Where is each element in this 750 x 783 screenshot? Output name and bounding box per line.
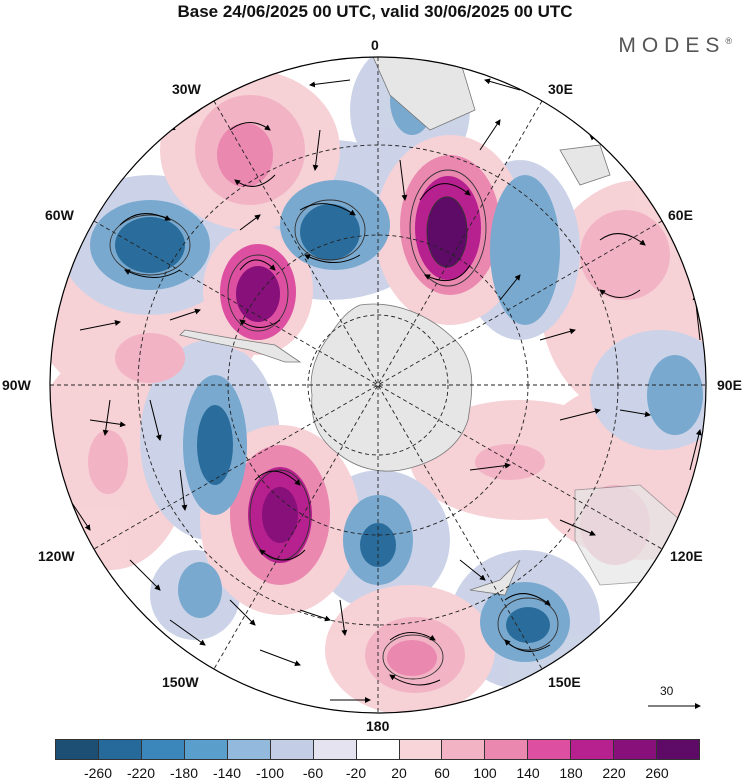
colorbar-tick-label: 180 — [559, 765, 583, 781]
lon-label-60w: 60W — [45, 207, 74, 223]
lon-label-30w: 30W — [172, 81, 201, 97]
colorbar-tick-label: -220 — [126, 765, 156, 781]
lon-label-120e: 120E — [670, 548, 703, 564]
colorbar-tick-label: -260 — [83, 765, 113, 781]
lon-label-60e: 60E — [668, 207, 693, 223]
colorbar-swatch — [270, 740, 314, 759]
colorbar — [55, 739, 700, 760]
lon-label-180: 180 — [366, 718, 390, 734]
colorbar-ticks: -260 -220 -180 -140 -100 -60 -20 20 60 100 140 180 2… — [0, 765, 750, 783]
colorbar-tick-label: 60 — [434, 765, 450, 781]
colorbar-tick-label: 20 — [391, 765, 407, 781]
colorbar-swatch — [184, 740, 228, 759]
colorbar-swatch — [399, 740, 443, 759]
colorbar-tick-label: -180 — [169, 765, 199, 781]
map-title: Base 24/06/2025 00 UTC, valid 30/06/2025… — [177, 2, 573, 21]
lon-label-150e: 150E — [548, 674, 581, 690]
lon-label-0: 0 — [371, 37, 379, 53]
field-layer — [50, 57, 706, 713]
lon-label-90e: 90E — [717, 377, 742, 393]
colorbar-swatch — [657, 740, 700, 759]
colorbar-tick-label: 100 — [473, 765, 497, 781]
registered-mark: ® — [725, 36, 732, 46]
colorbar-swatch — [614, 740, 658, 759]
colorbar-swatch — [56, 740, 99, 759]
south-africa-tip — [559, 144, 611, 186]
lon-label-30e: 30E — [548, 81, 573, 97]
colorbar-swatch — [442, 740, 486, 759]
colorbar-swatch — [356, 740, 400, 759]
colorbar-swatch — [528, 740, 572, 759]
colorbar-tick-label: -140 — [212, 765, 242, 781]
south-america-landmass — [179, 329, 302, 363]
colorbar-tick-label: -100 — [255, 765, 285, 781]
lon-label-90w: 90W — [2, 377, 31, 393]
colorbar-swatch — [485, 740, 529, 759]
colorbar-swatch — [141, 740, 185, 759]
colorbar-tick-label: 220 — [602, 765, 626, 781]
lon-label-120w: 120W — [38, 548, 75, 564]
colorbar-swatch — [313, 740, 357, 759]
colorbar-swatch — [227, 740, 271, 759]
lon-label-150w: 150W — [162, 674, 199, 690]
reference-vector-label: 30 — [660, 684, 674, 698]
colorbar-tick-label: -60 — [302, 765, 324, 781]
graticule — [50, 57, 706, 713]
colorbar-tick-label: 140 — [516, 765, 540, 781]
colorbar-swatch — [98, 740, 142, 759]
new-zealand-landmass — [469, 559, 521, 596]
colorbar-tick-label: 260 — [645, 765, 669, 781]
colorbar-tick-label: -20 — [345, 765, 367, 781]
map-boundary — [49, 56, 707, 714]
brand-text: MODES — [618, 34, 726, 57]
modes-logo: MODES® — [618, 34, 732, 58]
colorbar-swatch — [571, 740, 615, 759]
